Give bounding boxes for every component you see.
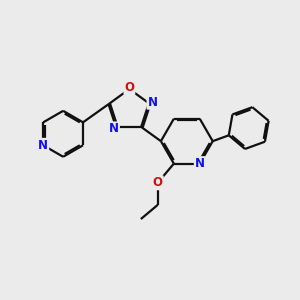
Text: N: N [195,157,205,170]
Text: N: N [109,122,119,135]
Text: N: N [148,96,158,109]
Text: O: O [153,176,163,189]
Text: N: N [38,139,48,152]
Text: O: O [124,81,134,94]
